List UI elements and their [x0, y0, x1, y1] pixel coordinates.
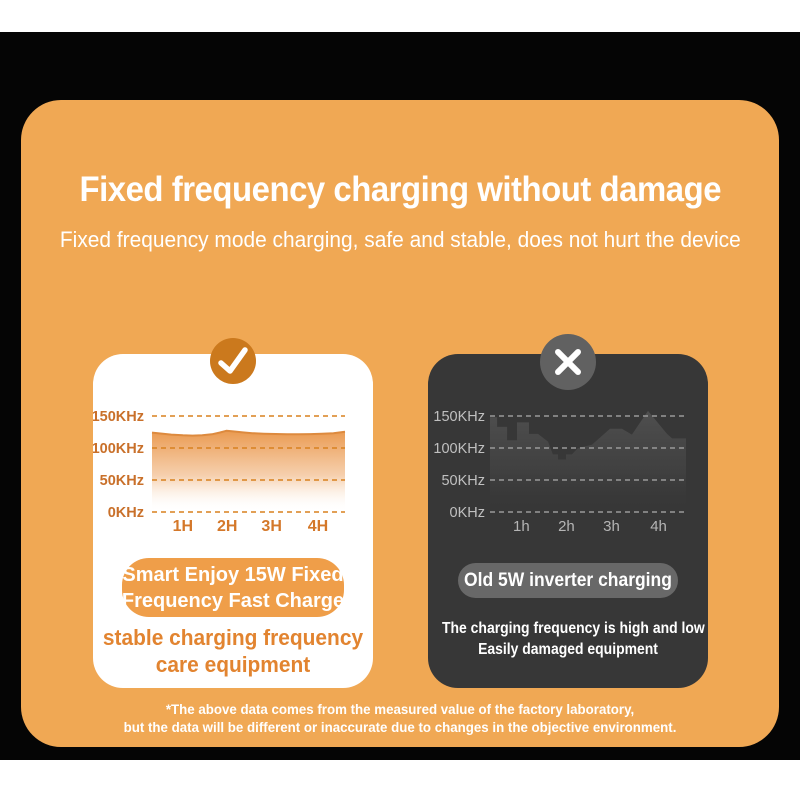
disclaimer-line-1: *The above data comes from the measured … [165, 701, 635, 717]
disclaimer-line-2: but the data will be different or inaccu… [123, 718, 677, 735]
x-axis-label: 2h [558, 518, 575, 535]
x-axis-label: 3H [261, 518, 281, 535]
y-axis-label: 150KHz [93, 409, 144, 425]
pill-label: Old 5W inverter charging [464, 569, 672, 591]
fixed-charge-label-pill: Smart Enjoy 15W Fixed Frequency Fast Cha… [122, 558, 344, 617]
x-axis-label: 4H [308, 518, 328, 535]
inverter-caption: The charging frequency is high and low E… [428, 618, 708, 660]
cross-icon [555, 349, 581, 375]
x-axis-label: 1h [513, 518, 530, 535]
y-axis-label: 100KHz [93, 441, 144, 457]
page-subtitle-text: Fixed frequency mode charging, safe and … [59, 227, 741, 252]
inverter-frequency-chart: 150KHz 100KHz 50KHz 0KHz 1h 2h 3h 4h [433, 409, 686, 535]
fixed-frequency-card: 150KHz 100KHz 50KHz 0KHz 1H 2H 3H 4H Smart Enjo… [93, 338, 373, 688]
y-axis-label: 50KHz [100, 473, 144, 489]
y-axis-label: 0KHz [108, 505, 144, 521]
area-series [490, 410, 686, 512]
x-axis-label: 2H [217, 518, 237, 535]
x-axis-label: 1H [173, 518, 193, 535]
orange-panel: Fixed frequency charging without damage … [21, 100, 779, 747]
inverter-label-pill: Old 5W inverter charging [458, 563, 678, 598]
pill-line-1: Smart Enjoy 15W Fixed [122, 563, 344, 586]
inverter-charging-card: 150KHz 100KHz 50KHz 0KHz 1h 2h 3h 4h Old 5W inv… [428, 334, 708, 688]
series-line [151, 429, 346, 437]
y-axis-label: 100KHz [433, 441, 485, 457]
cross-badge [540, 334, 596, 390]
check-badge [210, 338, 256, 384]
x-axis-label: 4h [650, 518, 667, 535]
check-icon [218, 347, 248, 374]
x-axis-label: 3h [603, 518, 620, 535]
page-subtitle: Fixed frequency mode charging, safe and … [21, 226, 779, 254]
caption-line-2: Easily damaged equipment [478, 641, 658, 658]
pill-line-2: Frequency Fast Charge [121, 589, 345, 612]
fixed-frequency-chart: 150KHz 100KHz 50KHz 0KHz 1H 2H 3H 4H [93, 409, 346, 535]
area-series [152, 430, 345, 512]
caption-line-1: stable charging frequency [102, 625, 364, 650]
page-title: Fixed frequency charging without damage [21, 168, 779, 212]
disclaimer: *The above data comes from the measured … [21, 701, 779, 736]
fixed-charge-caption: stable charging frequency care equipment [93, 624, 373, 678]
y-axis-label: 0KHz [450, 505, 485, 521]
caption-line-1: The charging frequency is high and low [442, 620, 705, 637]
y-axis-label: 50KHz [441, 473, 485, 489]
caption-line-2: care equipment [155, 652, 311, 677]
page-title-text: Fixed frequency charging without damage [79, 170, 721, 209]
y-axis-label: 150KHz [433, 409, 485, 425]
